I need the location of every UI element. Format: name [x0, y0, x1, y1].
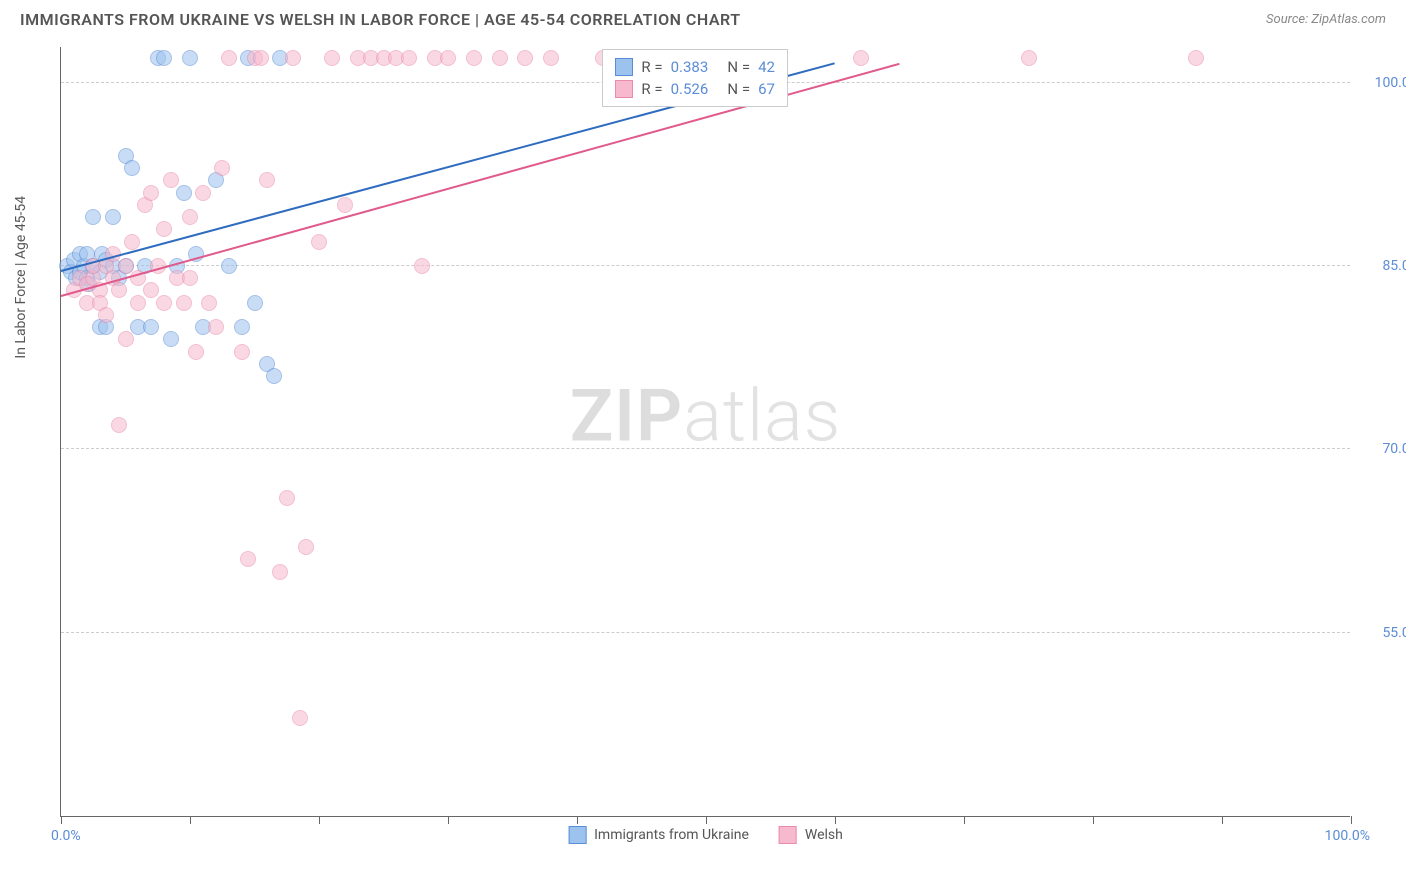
- data-point: [298, 539, 314, 555]
- data-point: [124, 160, 140, 176]
- n-value: 42: [758, 58, 775, 76]
- data-point: [156, 50, 172, 66]
- source-label: Source: ZipAtlas.com: [1266, 12, 1386, 27]
- data-point: [279, 490, 295, 506]
- data-point: [414, 258, 430, 274]
- correlation-legend: R = 0.383 N = 42R = 0.526 N = 67: [602, 49, 788, 107]
- legend-label: Welsh: [805, 827, 843, 843]
- data-point: [201, 295, 217, 311]
- data-point: [253, 50, 269, 66]
- y-tick-label: 85.0%: [1382, 258, 1406, 274]
- data-point: [466, 50, 482, 66]
- data-point: [337, 197, 353, 213]
- data-point: [182, 209, 198, 225]
- x-tick: [1351, 816, 1352, 824]
- data-point: [234, 344, 250, 360]
- legend-swatch: [615, 58, 633, 76]
- data-point: [98, 307, 114, 323]
- legend-item: Immigrants from Ukraine: [568, 826, 749, 844]
- data-point: [1021, 50, 1037, 66]
- data-point: [240, 551, 256, 567]
- legend-item: Welsh: [779, 826, 843, 844]
- x-tick: [706, 816, 707, 824]
- data-point: [214, 160, 230, 176]
- y-axis-title: In Labor Force | Age 45-54: [13, 195, 29, 358]
- x-tick: [964, 816, 965, 824]
- grid-line: [61, 448, 1350, 449]
- data-point: [1188, 50, 1204, 66]
- data-point: [195, 185, 211, 201]
- legend-label: Immigrants from Ukraine: [594, 827, 749, 843]
- r-value: 0.383: [671, 58, 709, 76]
- x-tick: [1093, 816, 1094, 824]
- x-tick: [448, 816, 449, 824]
- data-point: [292, 710, 308, 726]
- x-tick: [577, 816, 578, 824]
- data-point: [176, 295, 192, 311]
- data-point: [156, 221, 172, 237]
- x-label-max: 100.0%: [1325, 828, 1370, 844]
- data-point: [272, 564, 288, 580]
- x-tick: [1222, 816, 1223, 824]
- data-point: [853, 50, 869, 66]
- data-point: [221, 50, 237, 66]
- data-point: [440, 50, 456, 66]
- grid-line: [61, 265, 1350, 266]
- data-point: [124, 234, 140, 250]
- data-point: [247, 295, 263, 311]
- r-value: 0.526: [671, 80, 709, 98]
- data-point: [163, 172, 179, 188]
- data-point: [234, 319, 250, 335]
- data-point: [156, 295, 172, 311]
- data-point: [492, 50, 508, 66]
- y-tick-label: 70.0%: [1382, 441, 1406, 457]
- data-point: [285, 50, 301, 66]
- data-point: [111, 417, 127, 433]
- data-point: [208, 319, 224, 335]
- data-point: [188, 344, 204, 360]
- data-point: [517, 50, 533, 66]
- x-tick: [190, 816, 191, 824]
- data-point: [143, 282, 159, 298]
- data-point: [259, 172, 275, 188]
- data-point: [543, 50, 559, 66]
- legend-swatch: [779, 826, 797, 844]
- x-tick: [61, 816, 62, 824]
- data-point: [163, 331, 179, 347]
- data-point: [105, 209, 121, 225]
- x-tick: [319, 816, 320, 824]
- chart-title: IMMIGRANTS FROM UKRAINE VS WELSH IN LABO…: [20, 10, 741, 29]
- legend-row: R = 0.383 N = 42: [615, 56, 775, 78]
- data-point: [118, 331, 134, 347]
- legend-swatch: [615, 80, 633, 98]
- data-point: [130, 295, 146, 311]
- data-point: [85, 209, 101, 225]
- n-value: 67: [758, 80, 775, 98]
- chart-container: ZIPatlas In Labor Force | Age 45-54 55.0…: [60, 47, 1366, 817]
- grid-line: [61, 632, 1350, 633]
- data-point: [182, 50, 198, 66]
- legend-row: R = 0.526 N = 67: [615, 78, 775, 100]
- y-tick-label: 100.0%: [1375, 75, 1406, 91]
- data-point: [324, 50, 340, 66]
- data-point: [143, 185, 159, 201]
- data-point: [143, 319, 159, 335]
- data-point: [182, 270, 198, 286]
- series-legend: Immigrants from Ukraine Welsh: [568, 826, 843, 844]
- data-point: [111, 282, 127, 298]
- data-point: [176, 185, 192, 201]
- data-point: [221, 258, 237, 274]
- plot-area: ZIPatlas In Labor Force | Age 45-54 55.0…: [60, 47, 1350, 817]
- watermark: ZIPatlas: [570, 374, 842, 459]
- data-point: [401, 50, 417, 66]
- y-tick-label: 55.0%: [1382, 625, 1406, 641]
- x-tick: [835, 816, 836, 824]
- data-point: [266, 368, 282, 384]
- legend-swatch: [568, 826, 586, 844]
- data-point: [311, 234, 327, 250]
- x-label-min: 0.0%: [51, 828, 81, 844]
- data-point: [118, 258, 134, 274]
